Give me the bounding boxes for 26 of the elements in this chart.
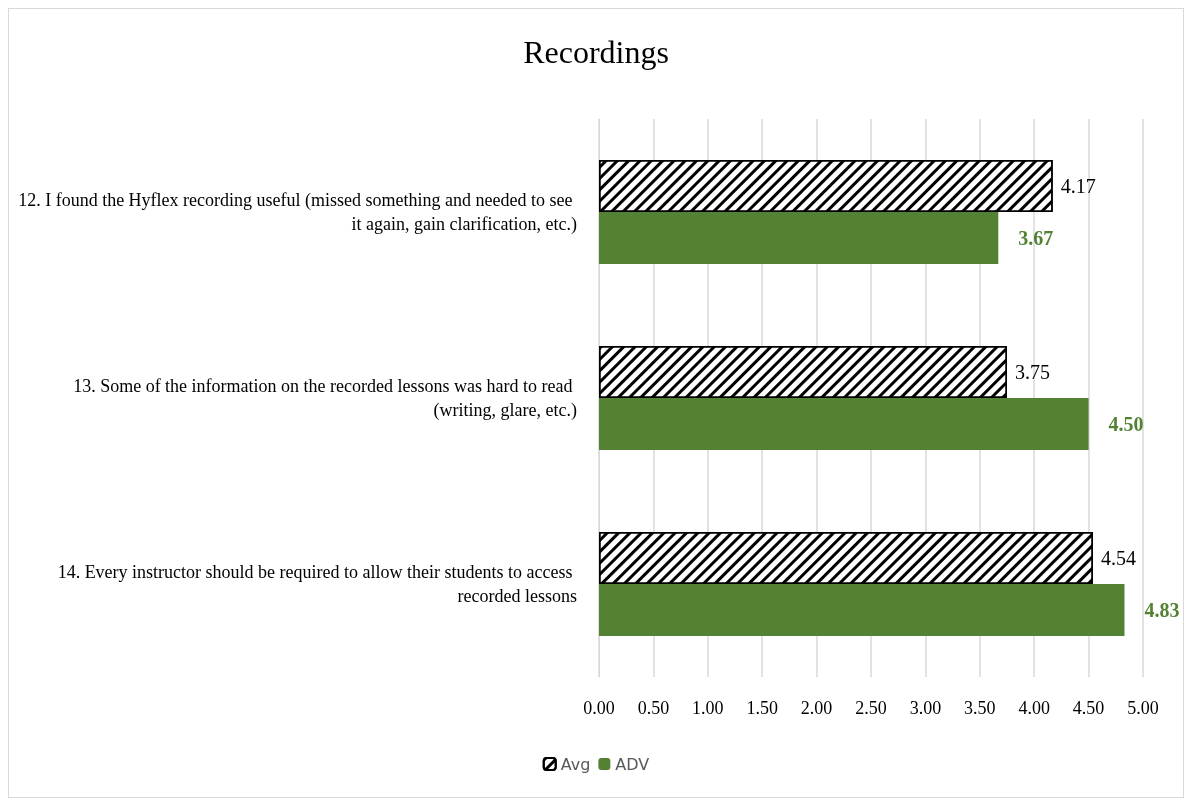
- legend-label: Avg: [560, 754, 591, 774]
- bar: [599, 398, 1089, 450]
- y-tick-label: 14. Every instructor should be required to allow their students to access recorded lessons: [57, 562, 577, 606]
- x-tick-label: 2.50: [855, 698, 887, 718]
- x-tick-label: 3.50: [964, 698, 996, 718]
- x-tick-label: 4.00: [1018, 698, 1050, 718]
- x-tick-label: 0.50: [637, 698, 670, 718]
- data-label: 4.83: [1144, 599, 1180, 621]
- bar: [599, 212, 999, 264]
- data-label: 3.67: [1018, 227, 1054, 249]
- x-tick-label: 1.50: [746, 698, 778, 718]
- y-tick-label: 12. I found the Hyflex recording useful (missed something and needed to see it again, gain clarification, etc.): [18, 190, 577, 235]
- x-tick-label: 3.00: [909, 698, 942, 718]
- data-label: 4.17: [1060, 175, 1096, 197]
- bar: [599, 584, 1125, 636]
- data-label: 4.54: [1100, 547, 1136, 569]
- x-tick-label: 1.00: [692, 698, 724, 718]
- x-tick-label: 0.00: [583, 698, 615, 718]
- x-tick-label: 5.00: [1127, 698, 1159, 718]
- x-tick-label: 4.50: [1072, 698, 1105, 718]
- y-tick-label: 13. Some of the information on the recorded lessons was hard to read (writing, glare, etc.): [73, 376, 578, 421]
- chart-title: Recordings: [523, 34, 669, 70]
- legend-label: ADV: [615, 754, 650, 774]
- data-label: 4.50: [1108, 413, 1144, 435]
- x-tick-label: 2.00: [800, 698, 833, 718]
- data-label: 3.75: [1015, 361, 1050, 383]
